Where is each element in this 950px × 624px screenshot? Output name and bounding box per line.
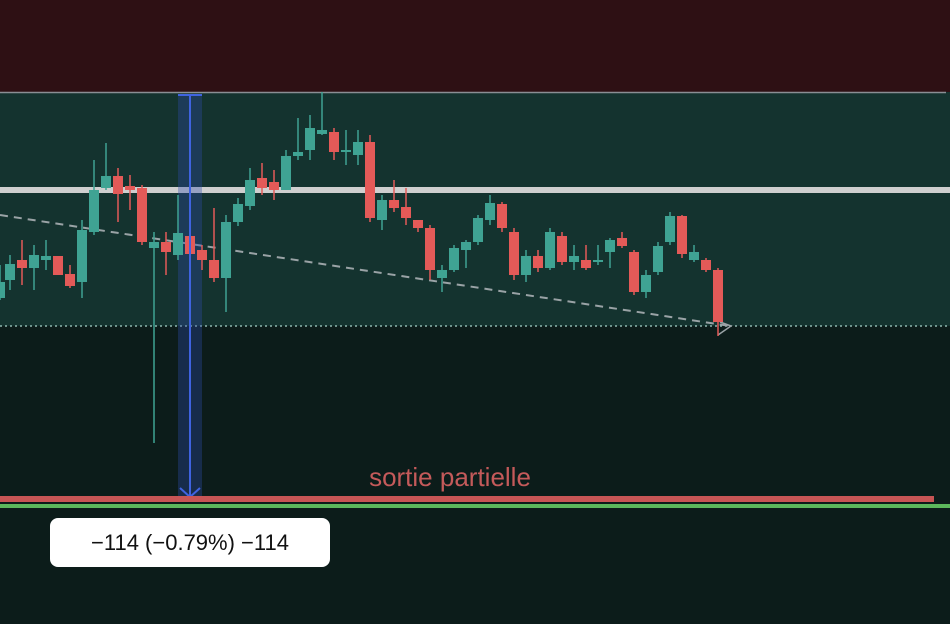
measure-label: −114 (−0.79%) −114 [50,518,330,567]
candle-body [161,242,171,252]
candle-body [293,152,303,156]
exit-line [0,496,934,502]
candle-body [221,222,231,278]
candle-body [389,200,399,208]
candle-body [653,246,663,272]
candle-body [125,186,135,190]
candle-body [377,200,387,220]
candle-body [77,230,87,282]
candle-body [101,176,111,188]
candle-body [413,220,423,228]
candle-body [257,178,267,188]
candle-body [17,260,27,268]
candle-body [713,270,723,322]
candle-body [113,176,123,194]
upper-zone [0,0,950,92]
candle-body [0,282,5,298]
candle-body [65,274,75,286]
candle-body [53,256,63,275]
trend-line [0,214,731,327]
lower-zone [0,326,950,624]
candle-body [557,236,567,262]
candle-body [473,218,483,242]
candle-body [641,275,651,292]
candle-body [137,188,147,242]
candle-body [677,216,687,254]
candle-body [5,264,15,280]
candle-body [245,180,255,206]
candle-body [461,242,471,250]
candle-body [341,150,351,152]
candle-body [485,203,495,220]
candle-body [173,233,183,255]
candle-body [533,256,543,268]
candle-body [269,182,279,190]
candle-body [593,260,603,262]
candles [0,92,723,443]
candle-body [197,250,207,260]
candle-body [281,156,291,190]
candle-body [581,260,591,268]
candle-body [545,232,555,268]
candle-body [617,238,627,246]
candle-body [329,132,339,152]
candle-body [629,252,639,292]
candle-body [605,240,615,252]
candle-body [89,190,99,232]
candle-body [437,270,447,278]
candle-body [365,142,375,218]
candle-body [233,204,243,222]
candle-body [41,256,51,260]
candle-body [701,260,711,270]
candle-body [305,128,315,150]
trend-arrow [717,321,733,336]
candle-body [569,256,579,262]
candle-body [317,130,327,134]
candle-body [497,204,507,228]
target-line [0,504,950,508]
candle-body [449,248,459,270]
candle-body [149,242,159,248]
horizontal-level [0,187,950,193]
candle-body [401,207,411,218]
candle-body [521,256,531,275]
candle-body [509,232,519,275]
candle-body [209,260,219,278]
candle-body [425,228,435,270]
candle-body [689,252,699,260]
candle-body [353,142,363,155]
candle-body [29,255,39,268]
annotation: sortie partielle [369,462,531,492]
candle-body [665,216,675,242]
